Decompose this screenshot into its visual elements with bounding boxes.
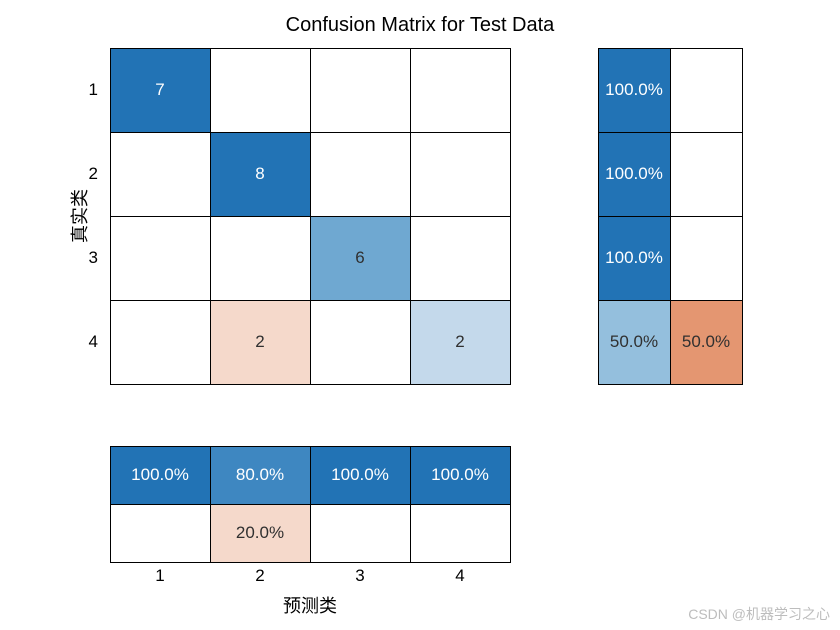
matrix-cell: 100.0% (410, 446, 511, 505)
matrix-cell (110, 504, 211, 563)
matrix-cell (110, 300, 211, 385)
matrix-cell: 2 (410, 300, 511, 385)
matrix-cell: 2 (210, 300, 311, 385)
matrix-cell: 50.0% (598, 300, 671, 385)
matrix-cell (670, 132, 743, 217)
row-summary-matrix: 100.0%100.0%100.0%50.0%50.0% (598, 48, 742, 384)
matrix-cell (410, 132, 511, 217)
y-tick: 2 (78, 164, 98, 184)
watermark-text: CSDN @机器学习之心 (688, 604, 830, 624)
main-confusion-matrix: 7862 2 (110, 48, 510, 384)
matrix-cell (210, 48, 311, 133)
y-axis-label: 真实类 (66, 189, 92, 243)
matrix-cell: 7 (110, 48, 211, 133)
matrix-cell (410, 216, 511, 301)
y-tick: 4 (78, 332, 98, 352)
matrix-cell: 50.0% (670, 300, 743, 385)
matrix-cell: 100.0% (310, 446, 411, 505)
x-tick: 3 (355, 566, 364, 586)
matrix-cell: 100.0% (598, 48, 671, 133)
matrix-cell (310, 300, 411, 385)
y-tick: 3 (78, 248, 98, 268)
matrix-cell (310, 132, 411, 217)
matrix-cell (110, 216, 211, 301)
y-tick: 1 (78, 80, 98, 100)
matrix-cell (410, 48, 511, 133)
matrix-cell: 80.0% (210, 446, 311, 505)
chart-title: Confusion Matrix for Test Data (0, 14, 840, 37)
x-axis-label: 预测类 (110, 592, 510, 618)
col-summary-matrix: 100.0%80.0%100.0%100.0%20.0% (110, 446, 510, 562)
matrix-cell (410, 504, 511, 563)
matrix-cell (310, 504, 411, 563)
matrix-cell (110, 132, 211, 217)
matrix-cell: 100.0% (598, 132, 671, 217)
matrix-cell (210, 216, 311, 301)
matrix-cell: 100.0% (598, 216, 671, 301)
matrix-cell: 6 (310, 216, 411, 301)
matrix-cell: 100.0% (110, 446, 211, 505)
x-tick: 2 (255, 566, 264, 586)
confusion-matrix-chart: Confusion Matrix for Test Data 1 2 3 4 真… (0, 0, 840, 630)
x-tick: 4 (455, 566, 464, 586)
matrix-cell (670, 216, 743, 301)
matrix-cell: 20.0% (210, 504, 311, 563)
matrix-cell (310, 48, 411, 133)
matrix-cell (670, 48, 743, 133)
x-tick: 1 (155, 566, 164, 586)
matrix-cell: 8 (210, 132, 311, 217)
